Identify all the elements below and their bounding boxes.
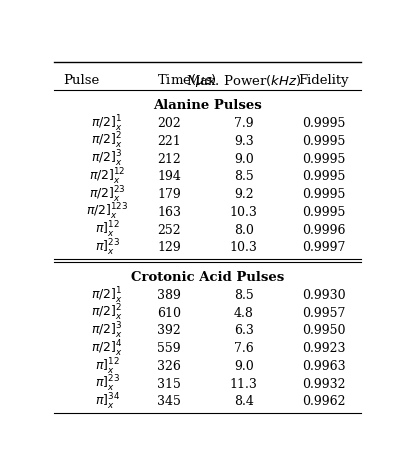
Text: $\pi/2]_x^1$: $\pi/2]_x^1$ [92,113,123,134]
Text: 0.9930: 0.9930 [302,289,345,302]
Text: $\pi/2]_x^3$: $\pi/2]_x^3$ [92,321,123,341]
Text: 315: 315 [157,378,181,391]
Text: 8.0: 8.0 [234,224,254,236]
Text: $\pi/2]_x^{23}$: $\pi/2]_x^{23}$ [89,184,126,205]
Text: Alanine Pulses: Alanine Pulses [153,100,262,112]
Text: Time$(\mu s)$: Time$(\mu s)$ [157,71,217,89]
Text: 9.0: 9.0 [234,360,254,373]
Text: $\pi]_x^{12}$: $\pi]_x^{12}$ [95,356,119,377]
Text: 179: 179 [157,188,181,201]
Text: 0.9997: 0.9997 [302,242,345,254]
Text: 0.9962: 0.9962 [302,396,345,408]
Text: 7.9: 7.9 [234,117,254,130]
Text: 0.9923: 0.9923 [302,342,345,355]
Text: 0.9995: 0.9995 [302,206,345,219]
Text: 9.2: 9.2 [234,188,254,201]
Text: 8.5: 8.5 [234,289,254,302]
Text: 7.6: 7.6 [234,342,254,355]
Text: Pulse: Pulse [63,74,100,87]
Text: 389: 389 [157,289,181,302]
Text: 0.9963: 0.9963 [302,360,345,373]
Text: 0.9995: 0.9995 [302,188,345,201]
Text: 0.9995: 0.9995 [302,153,345,165]
Text: $\pi]_x^{23}$: $\pi]_x^{23}$ [95,374,119,394]
Text: 202: 202 [157,117,181,130]
Text: $\pi/2]_x^1$: $\pi/2]_x^1$ [92,285,123,306]
Text: 345: 345 [157,396,181,408]
Text: $\pi]_x^{34}$: $\pi]_x^{34}$ [95,392,119,412]
Text: $\pi/2]_x^3$: $\pi/2]_x^3$ [92,149,123,169]
Text: 11.3: 11.3 [230,378,258,391]
Text: 252: 252 [157,224,181,236]
Text: 559: 559 [157,342,181,355]
Text: 6.3: 6.3 [234,325,254,337]
Text: 0.9995: 0.9995 [302,171,345,183]
Text: 194: 194 [157,171,181,183]
Text: 10.3: 10.3 [230,242,258,254]
Text: 0.9995: 0.9995 [302,117,345,130]
Text: $\pi/2]_x^2$: $\pi/2]_x^2$ [92,131,123,152]
Text: $\pi]_x^{23}$: $\pi]_x^{23}$ [95,238,119,258]
Text: 8.4: 8.4 [234,396,254,408]
Text: 221: 221 [157,135,181,148]
Text: Crotonic Acid Pulses: Crotonic Acid Pulses [131,271,284,284]
Text: 163: 163 [157,206,181,219]
Text: $\pi]_x^{12}$: $\pi]_x^{12}$ [95,220,119,240]
Text: 212: 212 [157,153,181,165]
Text: 10.3: 10.3 [230,206,258,219]
Text: Fidelity: Fidelity [298,74,349,87]
Text: 610: 610 [157,307,181,320]
Text: 0.9932: 0.9932 [302,378,345,391]
Text: 129: 129 [157,242,181,254]
Text: 9.0: 9.0 [234,153,254,165]
Text: 8.5: 8.5 [234,171,254,183]
Text: 0.9957: 0.9957 [302,307,345,320]
Text: 326: 326 [157,360,181,373]
Text: $\pi/2]_x^4$: $\pi/2]_x^4$ [92,339,123,359]
Text: Max. Power$(kHz)$: Max. Power$(kHz)$ [186,73,301,88]
Text: 9.3: 9.3 [234,135,254,148]
Text: $\pi/2]_x^{123}$: $\pi/2]_x^{123}$ [86,202,128,223]
Text: $\pi/2]_x^2$: $\pi/2]_x^2$ [92,303,123,323]
Text: 0.9996: 0.9996 [302,224,345,236]
Text: 0.9950: 0.9950 [302,325,345,337]
Text: 0.9995: 0.9995 [302,135,345,148]
Text: $\pi/2]_x^{12}$: $\pi/2]_x^{12}$ [89,167,125,187]
Text: 392: 392 [157,325,181,337]
Text: 4.8: 4.8 [234,307,254,320]
